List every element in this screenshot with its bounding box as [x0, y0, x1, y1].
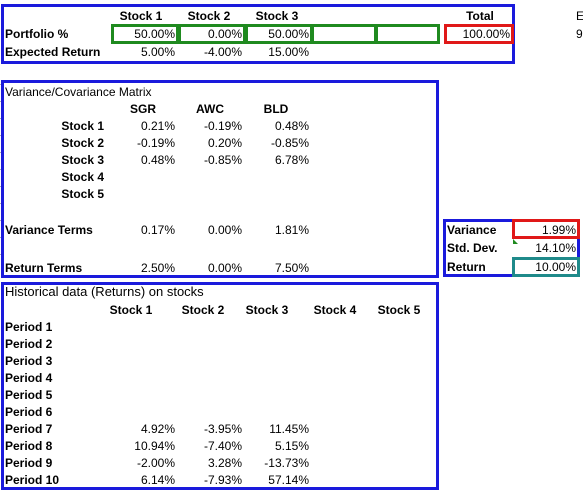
history-cell[interactable]: 6.14%: [140, 473, 175, 487]
covariance-matrix-section: [1, 80, 439, 278]
matrix-cell[interactable]: 0.21%: [140, 119, 175, 133]
history-cell[interactable]: 5.15%: [274, 439, 309, 453]
variance-term-1: 0.17%: [140, 223, 175, 237]
expected-return-label: Expected Return: [5, 45, 101, 59]
matrix-cell[interactable]: 0.20%: [207, 136, 242, 150]
comment-marker: [513, 239, 518, 244]
return-value: 10.00%: [535, 260, 576, 274]
portfolio-input-stock4[interactable]: [311, 24, 377, 44]
history-row-label: Period 4: [5, 371, 53, 385]
stddev-label: Std. Dev.: [447, 241, 498, 255]
history-row-label: Period 9: [5, 456, 53, 470]
top-header-total: Total: [466, 9, 494, 23]
portfolio-input-stock5[interactable]: [375, 24, 440, 44]
matrix-col-awc: AWC: [196, 102, 224, 116]
matrix-row-label: Stock 5: [61, 187, 104, 201]
return-label: Return: [447, 260, 486, 274]
history-header-stock4: Stock 4: [313, 303, 357, 317]
history-row-label: Period 10: [5, 473, 60, 487]
matrix-cell[interactable]: 0.48%: [274, 119, 309, 133]
return-term-2: 0.00%: [207, 261, 242, 275]
variance-cell: [512, 219, 580, 239]
offscreen-cell-e: E: [576, 9, 583, 23]
variance-term-3: 1.81%: [274, 223, 309, 237]
return-term-3: 7.50%: [274, 261, 309, 275]
history-cell[interactable]: 57.14%: [268, 473, 309, 487]
history-cell[interactable]: -7.93%: [203, 473, 242, 487]
offscreen-cell-9: 9: [576, 27, 583, 41]
top-header-stock3: Stock 3: [255, 9, 299, 23]
history-row-label: Period 7: [5, 422, 53, 436]
portfolio-total-cell: [444, 24, 514, 44]
history-cell[interactable]: 10.94%: [134, 439, 175, 453]
matrix-col-sgr: SGR: [129, 102, 156, 116]
portfolio-value-stock1[interactable]: 50.00%: [134, 27, 175, 41]
expected-return-stock2[interactable]: -4.00%: [203, 45, 242, 59]
history-row-label: Period 2: [5, 337, 53, 351]
matrix-title: Variance/Covariance Matrix: [5, 85, 152, 99]
variance-value: 1.99%: [541, 223, 576, 237]
expected-return-stock3[interactable]: 15.00%: [268, 45, 309, 59]
history-row-label: Period 6: [5, 405, 53, 419]
history-header-stock5: Stock 5: [377, 303, 421, 317]
return-term-1: 2.50%: [140, 261, 175, 275]
variance-term-2: 0.00%: [207, 223, 242, 237]
variance-terms-label: Variance Terms: [5, 223, 93, 237]
variance-label: Variance: [447, 223, 497, 237]
top-header-stock1: Stock 1: [119, 9, 163, 23]
matrix-row-label: Stock 4: [61, 170, 104, 184]
history-row-label: Period 3: [5, 354, 53, 368]
history-header-stock2: Stock 2: [181, 303, 225, 317]
matrix-row-label: Stock 1: [61, 119, 104, 133]
return-terms-label: Return Terms: [5, 261, 83, 275]
history-cell[interactable]: -3.95%: [203, 422, 242, 436]
matrix-row-label: Stock 3: [61, 153, 104, 167]
matrix-cell[interactable]: -0.19%: [136, 136, 175, 150]
portfolio-value-stock3[interactable]: 50.00%: [268, 27, 309, 41]
history-row-label: Period 8: [5, 439, 53, 453]
portfolio-input-stock1[interactable]: [111, 24, 179, 44]
history-cell[interactable]: 4.92%: [140, 422, 175, 436]
history-cell[interactable]: -13.73%: [264, 456, 309, 470]
stddev-value: 14.10%: [535, 241, 576, 255]
expected-return-stock1[interactable]: 5.00%: [140, 45, 175, 59]
portfolio-input-stock2[interactable]: [178, 24, 246, 44]
matrix-cell[interactable]: -0.85%: [203, 153, 242, 167]
historical-title: Historical data (Returns) on stocks: [5, 284, 204, 299]
top-header-stock2: Stock 2: [187, 9, 231, 23]
historical-data-section: [1, 282, 439, 490]
portfolio-label: Portfolio %: [5, 27, 69, 41]
history-header-stock3: Stock 3: [245, 303, 289, 317]
history-cell[interactable]: -2.00%: [136, 456, 175, 470]
history-header-stock1: Stock 1: [109, 303, 153, 317]
history-cell[interactable]: -7.40%: [203, 439, 242, 453]
history-row-label: Period 1: [5, 320, 53, 334]
summary-section: [443, 219, 580, 277]
return-cell: [512, 257, 580, 277]
matrix-col-bld: BLD: [263, 102, 289, 116]
portfolio-total-value: 100.00%: [462, 27, 510, 41]
matrix-row-label: Stock 2: [61, 136, 104, 150]
matrix-cell[interactable]: 6.78%: [274, 153, 309, 167]
matrix-cell[interactable]: -0.85%: [270, 136, 309, 150]
matrix-cell[interactable]: -0.19%: [203, 119, 242, 133]
history-row-label: Period 5: [5, 388, 53, 402]
history-cell[interactable]: 3.28%: [207, 456, 242, 470]
matrix-cell[interactable]: 0.48%: [140, 153, 175, 167]
portfolio-value-stock2[interactable]: 0.00%: [207, 27, 242, 41]
history-cell[interactable]: 11.45%: [269, 422, 309, 436]
